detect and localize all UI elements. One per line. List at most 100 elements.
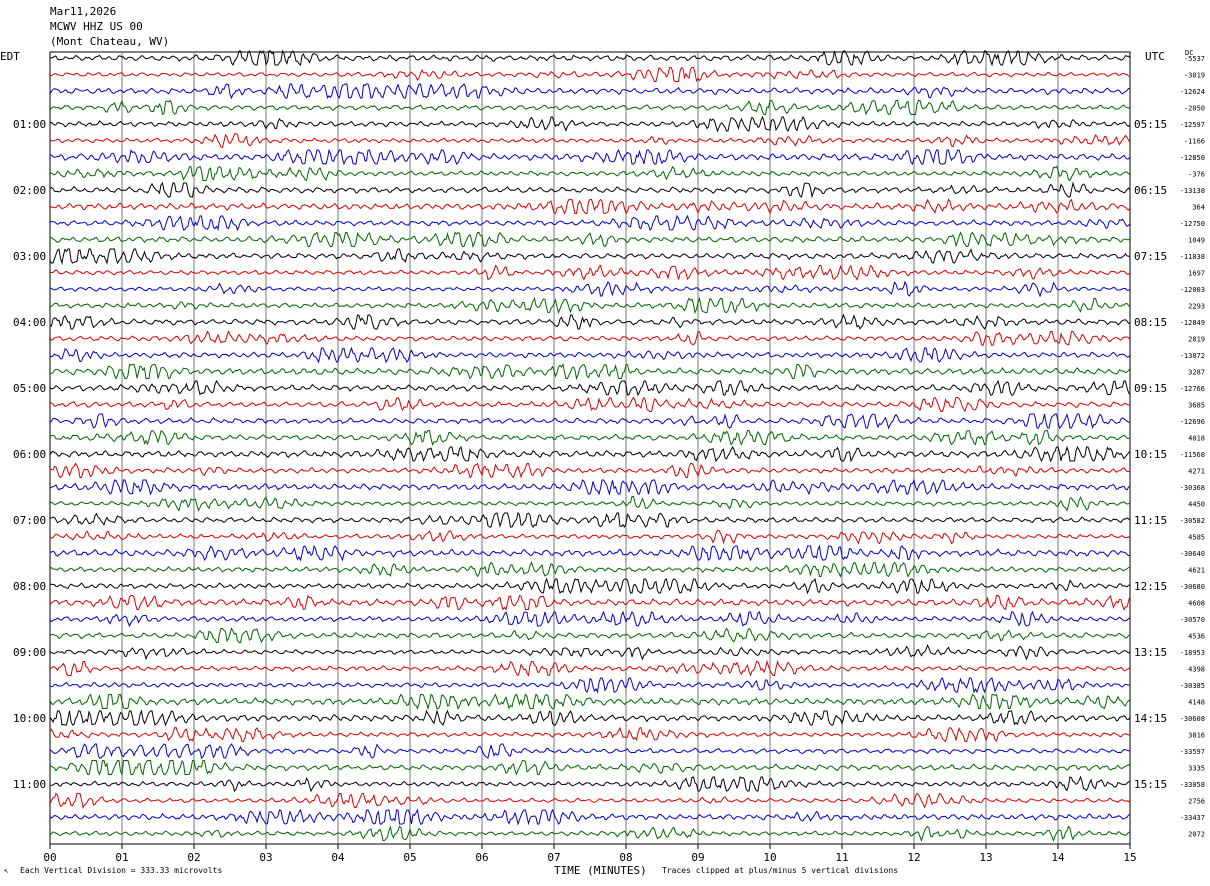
x-tick-label: 15 (1123, 851, 1136, 864)
seismic-trace (49, 644, 1131, 661)
utc-hour-label: 11:15 (1134, 514, 1167, 527)
corner-mark: DC (1185, 49, 1194, 57)
row-offset-label: 3287 (1188, 369, 1205, 377)
seismic-trace (49, 379, 1131, 397)
seismic-trace (49, 544, 1131, 562)
left-timezone-label: EDT (0, 50, 20, 63)
seismic-trace (49, 511, 1131, 529)
row-offset-label: 4398 (1188, 666, 1205, 674)
row-offset-label: -30385 (1180, 682, 1205, 690)
seismic-trace (49, 313, 1131, 330)
row-offset-label: -12003 (1180, 286, 1205, 294)
row-offset-label: -12624 (1180, 88, 1205, 96)
seismic-trace (49, 198, 1131, 215)
seismic-trace (49, 445, 1131, 463)
row-offset-label: -30680 (1180, 583, 1205, 591)
row-offset-label: -33058 (1180, 781, 1205, 789)
row-offset-label: 4585 (1188, 534, 1205, 542)
row-offset-label: -30640 (1180, 550, 1205, 558)
seismic-trace (49, 248, 1131, 265)
row-offset-label: 3816 (1188, 732, 1205, 740)
seismic-trace (49, 743, 1131, 759)
seismic-trace (49, 148, 1131, 166)
row-offset-label: -2050 (1184, 105, 1205, 113)
edt-hour-label: 10:00 (13, 712, 46, 725)
x-tick-label: 00 (43, 851, 56, 864)
utc-hour-label: 14:15 (1134, 712, 1167, 725)
row-offset-label: -5537 (1184, 55, 1205, 63)
seismic-trace (49, 627, 1131, 644)
edt-hour-label: 04:00 (13, 316, 46, 329)
seismic-trace (49, 99, 1131, 116)
utc-hour-label: 10:15 (1134, 448, 1167, 461)
row-offset-label: 4271 (1188, 468, 1205, 476)
edt-hour-label: 08:00 (13, 580, 46, 593)
seismic-trace (49, 280, 1131, 298)
x-tick-label: 07 (547, 851, 560, 864)
row-offset-label: -12750 (1180, 220, 1205, 228)
x-tick-label: 14 (1051, 851, 1065, 864)
edt-hour-label: 07:00 (13, 514, 46, 527)
x-tick-label: 04 (331, 851, 345, 864)
row-offset-label: -13138 (1180, 187, 1205, 195)
row-offset-label: 4018 (1188, 435, 1205, 443)
row-offset-label: 3335 (1188, 765, 1205, 773)
seismic-trace (49, 825, 1131, 843)
corner-glyph: ↖ (4, 866, 9, 875)
edt-hour-label: 09:00 (13, 646, 46, 659)
seismic-trace (49, 594, 1131, 611)
seismic-trace (49, 775, 1131, 793)
seismic-trace (49, 181, 1131, 199)
row-offset-label: 2072 (1188, 831, 1205, 839)
seismic-trace (49, 478, 1131, 496)
row-offset-label: 2756 (1188, 798, 1205, 806)
plot-date: Mar11,2026 (50, 5, 117, 18)
seismic-trace (49, 561, 1131, 578)
x-tick-label: 05 (403, 851, 416, 864)
edt-hour-label: 05:00 (13, 382, 46, 395)
seismic-trace (49, 83, 1131, 100)
seismic-trace (49, 462, 1131, 479)
row-offset-label: -12597 (1180, 121, 1205, 129)
x-tick-label: 11 (835, 851, 848, 864)
seismic-trace (49, 677, 1131, 694)
row-offset-label: 4621 (1188, 567, 1205, 575)
row-offset-label: -11568 (1180, 451, 1205, 459)
seismic-trace (49, 296, 1131, 315)
row-offset-label: 4608 (1188, 600, 1205, 608)
row-offset-label: 2819 (1188, 336, 1205, 344)
seismic-trace (49, 808, 1131, 826)
x-tick-label: 02 (187, 851, 200, 864)
utc-hour-label: 15:15 (1134, 778, 1167, 791)
seismic-trace (49, 214, 1131, 232)
row-offset-label: 4148 (1188, 699, 1205, 707)
x-tick-label: 08 (619, 851, 632, 864)
row-offset-label: -33597 (1180, 748, 1205, 756)
edt-hour-label: 06:00 (13, 448, 46, 461)
edt-hour-label: 01:00 (13, 118, 46, 131)
row-offset-label: -12849 (1180, 319, 1205, 327)
row-offset-label: -376 (1188, 171, 1205, 179)
station-location: (Mont Chateau, WV) (50, 35, 170, 48)
seismic-trace (49, 66, 1131, 83)
utc-hour-label: 08:15 (1134, 316, 1167, 329)
seismic-trace (49, 165, 1131, 182)
utc-hour-label: 05:15 (1134, 118, 1167, 131)
row-offset-label: 2293 (1188, 303, 1205, 311)
seismic-trace (49, 330, 1131, 347)
row-offset-label: -33437 (1180, 814, 1205, 822)
seismic-trace (49, 231, 1131, 249)
seismic-trace (49, 760, 1131, 777)
edt-hour-label: 03:00 (13, 250, 46, 263)
utc-hour-label: 12:15 (1134, 580, 1167, 593)
seismic-trace (49, 529, 1131, 545)
row-offset-label: 1049 (1188, 237, 1205, 245)
x-axis-label: TIME (MINUTES) (554, 864, 647, 877)
seismic-trace (49, 413, 1131, 430)
seismic-trace (49, 346, 1131, 364)
edt-hour-label: 02:00 (13, 184, 46, 197)
x-tick-label: 06 (475, 851, 488, 864)
seismic-trace (49, 659, 1131, 677)
seismic-trace (49, 49, 1131, 67)
row-offset-label: -12766 (1180, 385, 1205, 393)
